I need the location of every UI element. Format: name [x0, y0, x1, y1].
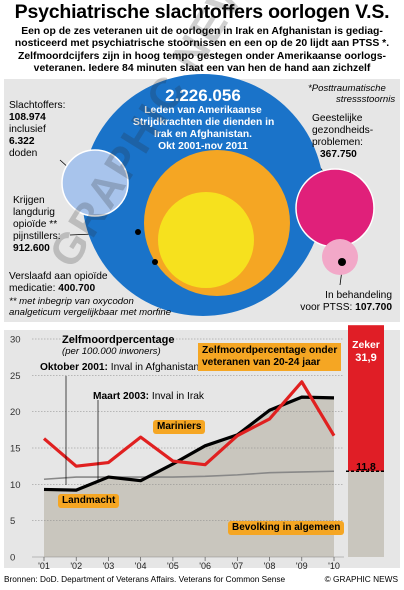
x-tick-label: '05: [167, 561, 179, 571]
addicted-value: 400.700: [58, 283, 96, 294]
annotation-mar-2003-text: Inval in Irak: [151, 391, 204, 402]
addicted-label: Verslaafd aan opioïde medicatie: 400.700: [9, 271, 108, 295]
painkillers-label: Krijgen langdurig opioïde ** pijnstiller…: [13, 195, 61, 255]
mental-line: gezondheids-: [312, 125, 374, 136]
total-value: 2.226.056: [165, 86, 241, 105]
intro-text: Een op de zes veteranen uit de oorlogen …: [6, 26, 398, 75]
painkillers-line: opioïde **: [13, 219, 58, 230]
deaths-value: 6.322: [9, 136, 35, 147]
x-tick-label: '06: [199, 561, 211, 571]
young-vets-line: Zelfmoordpercentage onder: [202, 345, 338, 356]
credit: © GRAPHIC NEWS: [324, 574, 398, 584]
side-bar-base-value: 11,8: [356, 462, 376, 473]
intro-line: nosticeerd met psychiatrische stoornisse…: [14, 38, 390, 50]
mental-line: Geestelijke: [312, 113, 363, 124]
x-tick-label: '10: [328, 561, 340, 571]
victims-value: 108.974: [9, 112, 46, 123]
opioid-note: ** met inbegrip van oxycodon analgeticum…: [9, 296, 171, 318]
opioid-note-line: analgeticum vergelijkbaar met morfine: [9, 307, 172, 318]
painkillers-value: 912.600: [13, 243, 50, 254]
y-tick-label: 25: [10, 371, 21, 382]
opioid-note-line: ** met inbegrip van oxycodon: [9, 296, 134, 307]
bevolking-label: Bevolking in algemeen: [228, 521, 345, 535]
annotation-oct-2001-date: Oktober 2001:: [40, 362, 108, 373]
bevolking-line: [43, 470, 335, 481]
total-line: Okt 2001-nov 2011: [158, 141, 248, 152]
intro-line: veteranen. Iedere 84 minuten slaat een v…: [33, 62, 371, 74]
y-tick-label: 5: [10, 516, 15, 527]
ptss-dot: [338, 258, 346, 266]
addicted-title-2: medicatie:: [9, 283, 56, 294]
x-tick-label: '07: [231, 561, 243, 571]
chart-subtitle: (per 100.000 inwoners): [62, 346, 161, 357]
total-line: Leden van Amerikaanse: [144, 105, 262, 116]
addicted-bubble: [158, 192, 254, 288]
victims-bubble: [61, 149, 129, 217]
painkillers-dot: [135, 229, 141, 235]
addicted-dot: [152, 259, 158, 265]
victims-label: Slachtoffers: 108.974 inclusief 6.322 do…: [9, 100, 65, 160]
x-tick-label: '09: [296, 561, 308, 571]
ptss-line: In behandeling: [325, 290, 392, 301]
total-line: Irak en Afghanistan.: [153, 129, 253, 140]
ptss-note: *Posttraumatische stressstoornis: [308, 83, 395, 105]
painkillers-line: langdurig: [13, 207, 55, 218]
mariniers-label: Mariniers: [153, 420, 206, 434]
ptss-note-line: stressstoornis: [336, 94, 396, 105]
x-tick-label: '03: [103, 561, 115, 571]
x-tick-label: '08: [264, 561, 276, 571]
x-tick-label: '02: [70, 561, 82, 571]
young-vets-line: veteranen van 20-24 jaar: [202, 357, 321, 368]
chart-header: Zelfmoordpercentage (per 100.000 inwoner…: [62, 334, 174, 357]
y-tick-label: 0: [10, 553, 15, 564]
ptss-bubble: [322, 239, 358, 275]
mental-line: problemen:: [312, 137, 363, 148]
total-line: Strijdkrachten die dienden in: [133, 117, 275, 128]
mental-label: Geestelijke gezondheids- problemen: 367.…: [312, 113, 373, 161]
painkillers-line: Krijgen: [13, 195, 45, 206]
x-tick-label: '04: [135, 561, 147, 571]
ptss-value: 107.700: [355, 302, 392, 313]
mental-value: 367.750: [320, 149, 357, 160]
annotation-oct-2001-text: Inval in Afghanistan: [110, 362, 200, 373]
ptss-label: In behandeling voor PTSS: 107.700: [300, 290, 392, 314]
side-bar-value: 31,9: [355, 352, 377, 364]
intro-line: Zelfmoordcijfers zijn in hoog tempo gest…: [18, 50, 386, 62]
page-title: Psychiatrische slachtoffers oorlogen V.S…: [14, 1, 390, 23]
y-tick-label: 15: [10, 444, 21, 455]
landmacht-label: Landmacht: [58, 494, 120, 508]
victims-title: Slachtoffers:: [9, 100, 66, 111]
annotation-mar-2003-date: Maart 2003:: [93, 391, 150, 402]
painkillers-line: pijnstillers:: [13, 231, 61, 242]
intro-line: Een op de zes veteranen uit de oorlogen …: [21, 26, 383, 37]
young-veterans-callout: Zelfmoordpercentage onder veteranen van …: [198, 343, 342, 371]
chart-title: Zelfmoordpercentage: [62, 334, 175, 346]
side-bar-label: Zeker 31,9: [348, 340, 384, 365]
side-bar-title: Zeker: [352, 340, 380, 351]
source-note: Bronnen: DoD. Department of Veterans Aff…: [4, 574, 286, 584]
annotation-mar-2003: Maart 2003: Inval in Irak: [93, 391, 204, 403]
landmacht-line: [43, 395, 335, 492]
mariniers-line: [42, 380, 336, 468]
y-tick-label: 20: [10, 407, 21, 418]
bubble-diagram: [59, 74, 375, 316]
ptss-line: voor PTSS:: [300, 302, 353, 313]
young-veterans-base-bar: [348, 471, 384, 557]
addicted-title: Verslaafd aan opioïde: [9, 271, 108, 282]
ptss-note-line: *Posttraumatische: [308, 83, 386, 94]
y-tick-label: 10: [10, 480, 21, 491]
victims-incl: inclusief: [9, 124, 46, 135]
deaths-label: doden: [9, 148, 38, 159]
x-tick-label: '01: [38, 561, 50, 571]
annotation-oct-2001: Oktober 2001: Inval in Afghanistan: [40, 362, 199, 374]
total-bubble-text: 2.226.056 Leden van Amerikaanse Strijdkr…: [133, 86, 275, 153]
y-tick-label: 30: [10, 335, 21, 346]
